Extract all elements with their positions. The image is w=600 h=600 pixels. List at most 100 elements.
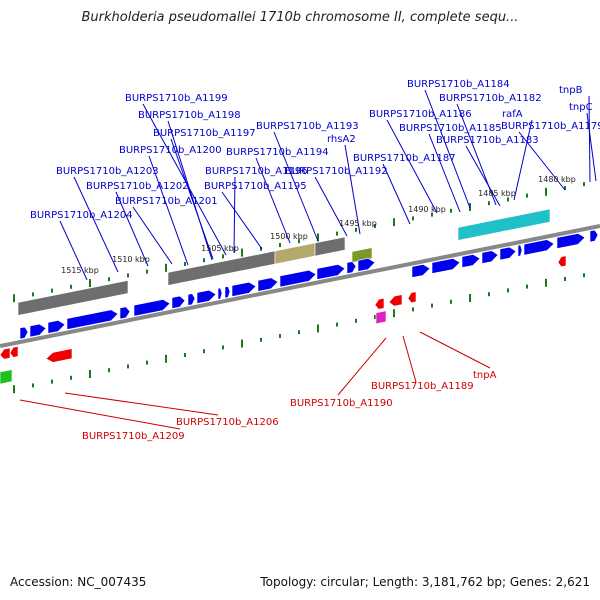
gene-label: BURPS1710b_A1202 <box>86 181 189 192</box>
scale-label: 1505 kbp <box>201 244 239 253</box>
scale-label: 1500 kbp <box>270 232 308 241</box>
forward-gene <box>231 281 257 297</box>
label-leader <box>148 155 189 266</box>
gene-label: rhsA2 <box>327 134 356 145</box>
sequence-stats: Topology: circular; Length: 3,181,762 bp… <box>260 575 590 589</box>
scale-label: 1485 kbp <box>478 189 516 198</box>
forward-gene <box>224 286 231 299</box>
feature-band <box>17 280 129 316</box>
reverse-gene <box>374 297 385 310</box>
gene-label: rafA <box>502 109 523 120</box>
label-leader <box>344 144 361 235</box>
label-leader <box>132 206 173 265</box>
label-leader <box>19 399 181 430</box>
gene-label: BURPS1710b_A1189 <box>371 381 474 392</box>
gene-label: BURPS1710b_A1195 <box>204 181 307 192</box>
forward-gene <box>499 246 517 261</box>
reverse-genes <box>0 255 567 385</box>
gene-label: BURPS1710b_A1190 <box>290 398 393 409</box>
label-leader <box>170 138 214 260</box>
backbone-line <box>0 224 600 348</box>
forward-gene <box>133 299 171 317</box>
gene-label: BURPS1710b_A1179 <box>501 121 600 132</box>
gene-label: BURPS1710b_A1193 <box>256 121 359 132</box>
forward-gene <box>47 320 66 334</box>
gene-label: BURPS1710b_A1186 <box>369 109 472 120</box>
forward-gene <box>19 326 29 340</box>
forward-gene <box>316 264 346 280</box>
label-leader <box>115 191 149 267</box>
label-leader <box>456 103 497 206</box>
label-leader <box>233 176 236 254</box>
gene-label: tnpA <box>473 370 497 381</box>
reverse-gene <box>9 346 19 358</box>
forward-gene <box>431 258 461 274</box>
gene-label: BURPS1710b_A1200 <box>119 145 222 156</box>
forward-gene <box>119 306 131 320</box>
scale-label: 1480 kbp <box>538 175 576 184</box>
label-leaders <box>19 89 597 430</box>
forward-gene <box>66 309 119 330</box>
gene-label: BURPS1710b_A1209 <box>82 431 185 442</box>
gene-labels: BURPS1710b_A1204 BURPS1710b_A1203 BURPS171… <box>30 79 600 442</box>
gene-label: BURPS1710b_A1187 <box>353 153 456 164</box>
forward-gene <box>196 289 217 304</box>
reverse-gene <box>45 348 73 363</box>
gene-label: BURPS1710b_A1194 <box>226 147 329 158</box>
label-leader <box>64 392 219 416</box>
reverse-gene <box>0 347 11 360</box>
gene-label: BURPS1710b_A1203 <box>56 166 159 177</box>
gene-label: BURPS1710b_A1192 <box>285 166 388 177</box>
feature-band <box>314 236 346 257</box>
label-leader <box>337 337 387 396</box>
gene-label: BURPS1710b_A1183 <box>436 135 539 146</box>
label-leader <box>73 176 119 273</box>
forward-gene <box>481 250 499 264</box>
forward-gene <box>357 258 376 272</box>
reverse-gene <box>388 294 403 307</box>
forward-gene <box>589 229 599 243</box>
forward-gene <box>257 277 279 292</box>
forward-gene <box>523 239 555 256</box>
forward-gene <box>461 254 481 268</box>
gene-label: BURPS1710b_A1197 <box>153 128 256 139</box>
gene-label: BURPS1710b_A1201 <box>115 196 218 207</box>
backbone <box>0 224 600 348</box>
gene-label: BURPS1710b_A1199 <box>125 93 228 104</box>
label-leader <box>255 157 291 244</box>
reverse-gene <box>375 310 387 325</box>
label-leader <box>513 119 533 201</box>
label-leader <box>588 95 591 183</box>
label-leader <box>465 145 501 207</box>
label-leader <box>424 89 471 209</box>
gene-label: BURPS1710b_A1198 <box>138 110 241 121</box>
reverse-gene <box>557 255 567 268</box>
forward-gene <box>346 261 357 274</box>
forward-gene <box>29 323 47 338</box>
reverse-gene <box>407 291 417 304</box>
gene-label: BURPS1710b_A1184 <box>407 79 510 90</box>
scale-label: 1510 kbp <box>112 255 150 264</box>
forward-gene <box>171 295 186 309</box>
scale-label: 1490 kbp <box>408 205 446 214</box>
label-leader <box>518 131 566 191</box>
label-leader <box>167 120 213 261</box>
label-leader <box>382 163 411 225</box>
scale-labels: 1515 kbp 1510 kbp 1505 kbp 1500 kbp 1495 kbp… <box>61 175 576 275</box>
label-leader <box>402 335 417 383</box>
gene-label: BURPS1710b_A1185 <box>399 123 502 134</box>
label-leader <box>428 133 461 213</box>
label-leader <box>386 119 438 214</box>
label-leader <box>273 131 319 242</box>
tick-marks <box>13 182 585 394</box>
label-leader <box>314 176 348 237</box>
scale-label: 1515 kbp <box>61 266 99 275</box>
forward-gene <box>187 293 196 306</box>
forward-gene <box>279 269 317 288</box>
label-leader <box>221 191 263 250</box>
gene-label: BURPS1710b_A1182 <box>439 93 542 104</box>
gene-label: tnpC <box>569 102 593 113</box>
scale-label: 1495 kbp <box>339 219 377 228</box>
gene-label: BURPS1710b_A1196 <box>205 166 308 177</box>
